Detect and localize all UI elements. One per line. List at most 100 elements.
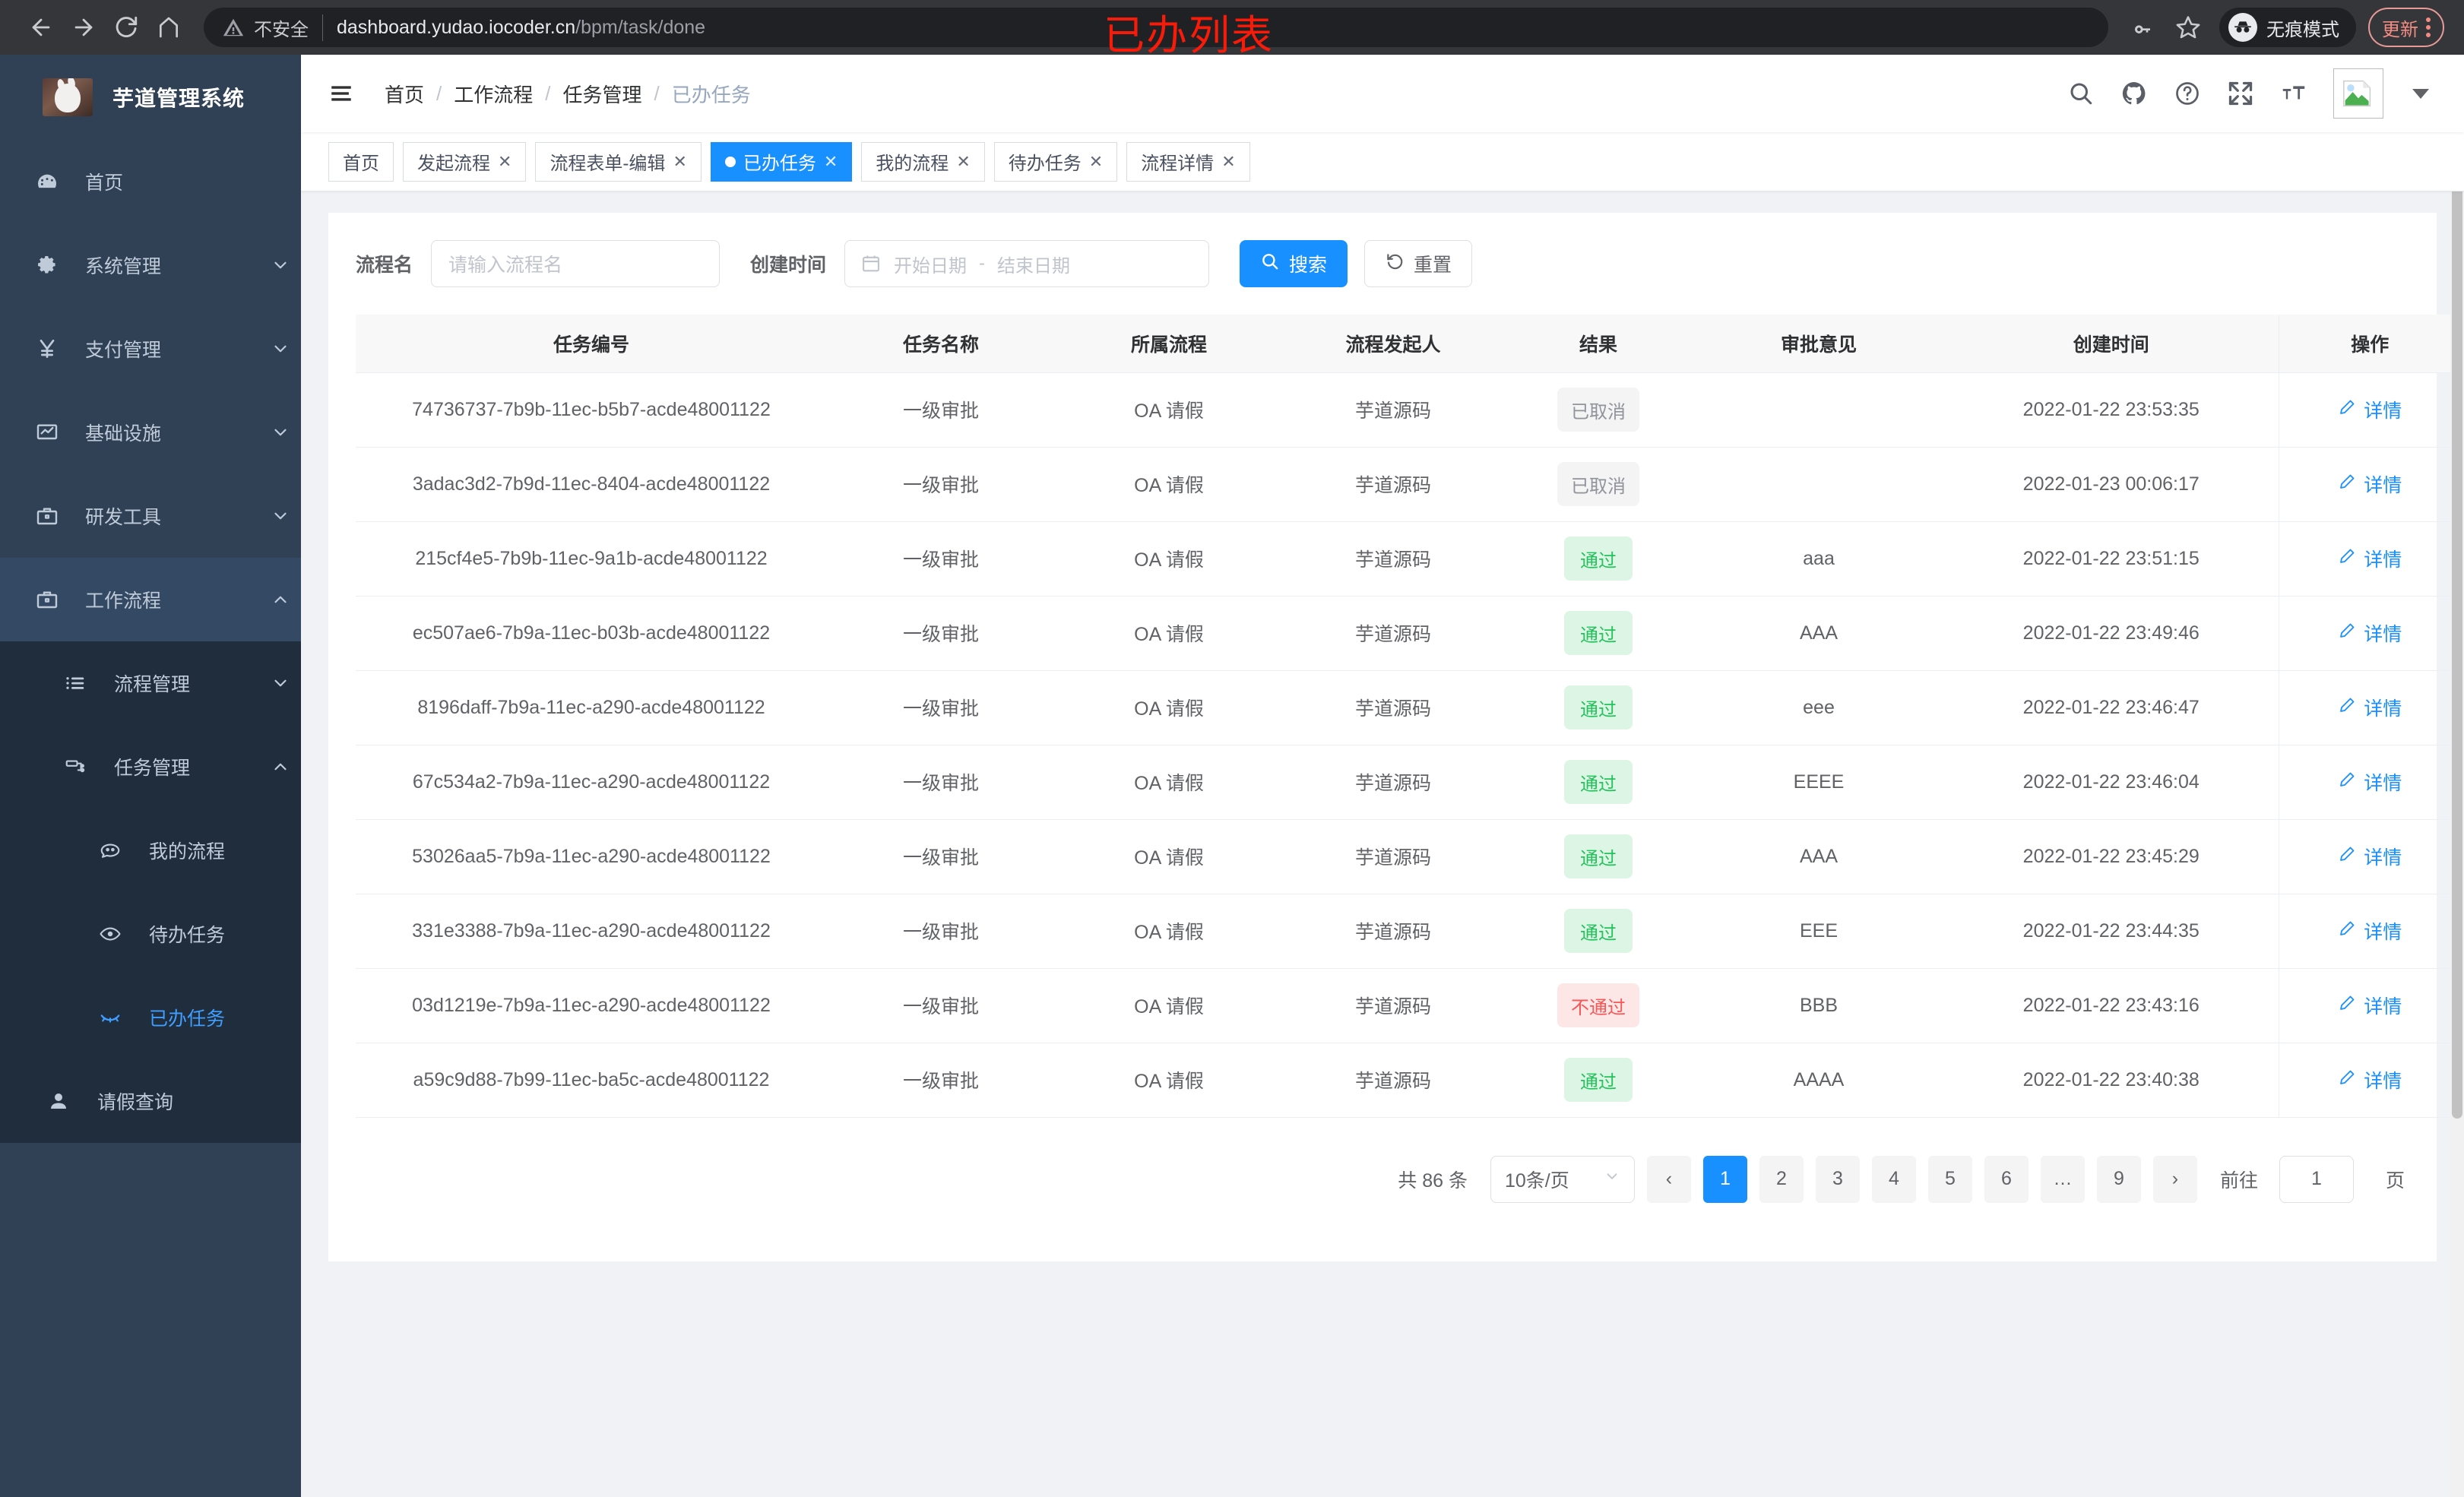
process-name-input[interactable]: 请输入流程名 <box>431 240 721 287</box>
chevron-down-icon[interactable] <box>2412 88 2429 99</box>
cell-starter: 芋道源码 <box>1283 596 1503 671</box>
help-icon[interactable] <box>2174 80 2201 107</box>
pagination-page-6[interactable]: 6 <box>1984 1155 2029 1203</box>
tab-process-detail[interactable]: 流程详情 ✕ <box>1126 141 1250 182</box>
close-icon[interactable]: ✕ <box>1088 151 1104 171</box>
column-header-actions: 操作 <box>2278 315 2461 373</box>
search-icon[interactable] <box>2067 80 2095 107</box>
cell-actions: 详情 <box>2278 745 2461 820</box>
pagination-goto-input[interactable]: 1 <box>2279 1155 2354 1203</box>
filter-form: 流程名 请输入流程名 创建时间 开始日期 - 结束日期 <box>356 240 2409 287</box>
cell-actions: 详情 <box>2278 894 2461 969</box>
detail-button[interactable]: 详情 <box>2338 768 2402 796</box>
pagination-page-1[interactable]: 1 <box>1702 1155 1747 1203</box>
address-bar[interactable]: 不安全 dashboard.yudao.iocoder.cn/bpm/task/… <box>204 8 2108 47</box>
pagination-page-3[interactable]: 3 <box>1815 1155 1860 1203</box>
forward-button[interactable] <box>62 6 105 49</box>
page-size-select[interactable]: 10条/页 <box>1490 1155 1635 1203</box>
avatar[interactable] <box>2333 68 2383 119</box>
tab-todo-task[interactable]: 待办任务 ✕ <box>993 141 1118 182</box>
sidebar-logo[interactable]: 芋道管理系统 <box>0 55 301 140</box>
breadcrumb-item-task[interactable]: 任务管理 <box>562 83 642 106</box>
detail-button[interactable]: 详情 <box>2338 843 2402 870</box>
detail-button[interactable]: 详情 <box>2338 917 2402 945</box>
sidebar-item-infrastructure[interactable]: 基础设施 <box>0 391 301 474</box>
fullscreen-icon[interactable] <box>2227 80 2254 107</box>
chrome-menu-icon[interactable] <box>2426 17 2431 37</box>
incognito-indicator[interactable]: 无痕模式 <box>2219 8 2356 47</box>
detail-button[interactable]: 详情 <box>2338 1066 2402 1093</box>
sidebar-toggle-icon[interactable] <box>328 81 362 106</box>
chevron-up-icon <box>260 590 301 609</box>
sidebar-item-todo-task[interactable]: 待办任务 <box>0 892 301 976</box>
cell-opinion: EEEE <box>1693 745 1944 820</box>
detail-label: 详情 <box>2364 1071 2402 1092</box>
cell-created-time: 2022-01-22 23:46:47 <box>1944 670 2279 745</box>
sidebar-item-payment[interactable]: 支付管理 <box>0 307 301 391</box>
create-time-daterange[interactable]: 开始日期 - 结束日期 <box>844 240 1210 287</box>
sidebar-item-my-process[interactable]: 我的流程 <box>0 809 301 892</box>
close-icon[interactable]: ✕ <box>498 151 512 171</box>
sidebar-item-process-management[interactable]: 流程管理 <box>0 641 301 725</box>
tab-label: 首页 <box>343 153 379 174</box>
sidebar-item-task-management[interactable]: 任务管理 <box>0 725 301 809</box>
sidebar-item-label: 任务管理 <box>114 758 191 779</box>
tab-done-task[interactable]: 已办任务 ✕ <box>710 141 853 182</box>
cell-task-name: 一级审批 <box>827 447 1055 522</box>
detail-button[interactable]: 详情 <box>2338 619 2402 647</box>
tab-home[interactable]: 首页 <box>328 141 394 182</box>
sidebar-item-leave-query[interactable]: 请假查询 <box>0 1059 301 1143</box>
sidebar-item-label: 流程管理 <box>114 674 191 695</box>
refresh-icon <box>1385 252 1405 277</box>
tab-label: 发起流程 <box>417 153 490 174</box>
font-size-icon[interactable] <box>2280 80 2307 107</box>
cell-created-time: 2022-01-23 00:06:17 <box>1944 447 2279 522</box>
pagination-next[interactable]: › <box>2152 1155 2197 1203</box>
home-button[interactable] <box>147 6 190 49</box>
scrollbar-thumb[interactable] <box>2452 55 2462 1119</box>
dashboard-icon <box>35 169 76 194</box>
page-content: 流程名 请输入流程名 创建时间 开始日期 - 结束日期 <box>301 191 2464 1283</box>
bookmark-star-icon[interactable] <box>2169 8 2207 46</box>
detail-button[interactable]: 详情 <box>2338 396 2402 423</box>
sidebar-item-label: 待办任务 <box>149 925 226 946</box>
update-button[interactable]: 更新 <box>2368 8 2444 47</box>
close-icon[interactable]: ✕ <box>673 151 687 171</box>
pagination-page-…[interactable]: … <box>2040 1155 2085 1203</box>
close-icon[interactable]: ✕ <box>823 151 838 171</box>
reload-button[interactable] <box>105 6 147 49</box>
close-icon[interactable]: ✕ <box>1221 151 1236 171</box>
content-card: 流程名 请输入流程名 创建时间 开始日期 - 结束日期 <box>328 213 2461 1261</box>
search-button[interactable]: 搜索 <box>1240 240 1348 287</box>
detail-button[interactable]: 详情 <box>2338 992 2402 1019</box>
sidebar-item-workflow[interactable]: 工作流程 <box>0 558 301 641</box>
pagination-page-2[interactable]: 2 <box>1759 1155 1804 1203</box>
pagination-page-9[interactable]: 9 <box>2096 1155 2141 1203</box>
tab-my-process[interactable]: 我的流程 ✕ <box>861 141 985 182</box>
status-badge: 通过 <box>1564 760 1633 804</box>
pagination-prev[interactable]: ‹ <box>1646 1155 1691 1203</box>
page-scrollbar[interactable] <box>2450 55 2464 1497</box>
sidebar-item-done-task[interactable]: 已办任务 <box>0 976 301 1059</box>
breadcrumb-item-workflow[interactable]: 工作流程 <box>454 83 534 106</box>
detail-button[interactable]: 详情 <box>2338 694 2402 721</box>
pagination-page-5[interactable]: 5 <box>1927 1155 1972 1203</box>
reset-button[interactable]: 重置 <box>1364 240 1473 287</box>
user-icon <box>47 1090 88 1112</box>
pagination-page-4[interactable]: 4 <box>1871 1155 1916 1203</box>
sidebar-item-devtools[interactable]: 研发工具 <box>0 474 301 558</box>
detail-button[interactable]: 详情 <box>2338 470 2402 498</box>
github-icon[interactable] <box>2120 80 2148 107</box>
sidebar-item-label: 我的流程 <box>149 841 226 862</box>
tab-start-process[interactable]: 发起流程 ✕ <box>403 141 527 182</box>
password-key-icon[interactable] <box>2125 8 2163 46</box>
sidebar-item-label: 已办任务 <box>149 1008 226 1030</box>
sidebar-item-home[interactable]: 首页 <box>0 140 301 223</box>
back-button[interactable] <box>20 6 62 49</box>
tab-label: 我的流程 <box>876 153 949 174</box>
sidebar-item-system[interactable]: 系统管理 <box>0 223 301 307</box>
breadcrumb-item-home[interactable]: 首页 <box>385 83 425 106</box>
detail-button[interactable]: 详情 <box>2338 545 2402 572</box>
tab-process-form-edit[interactable]: 流程表单-编辑 ✕ <box>535 141 702 182</box>
close-icon[interactable]: ✕ <box>956 151 971 171</box>
